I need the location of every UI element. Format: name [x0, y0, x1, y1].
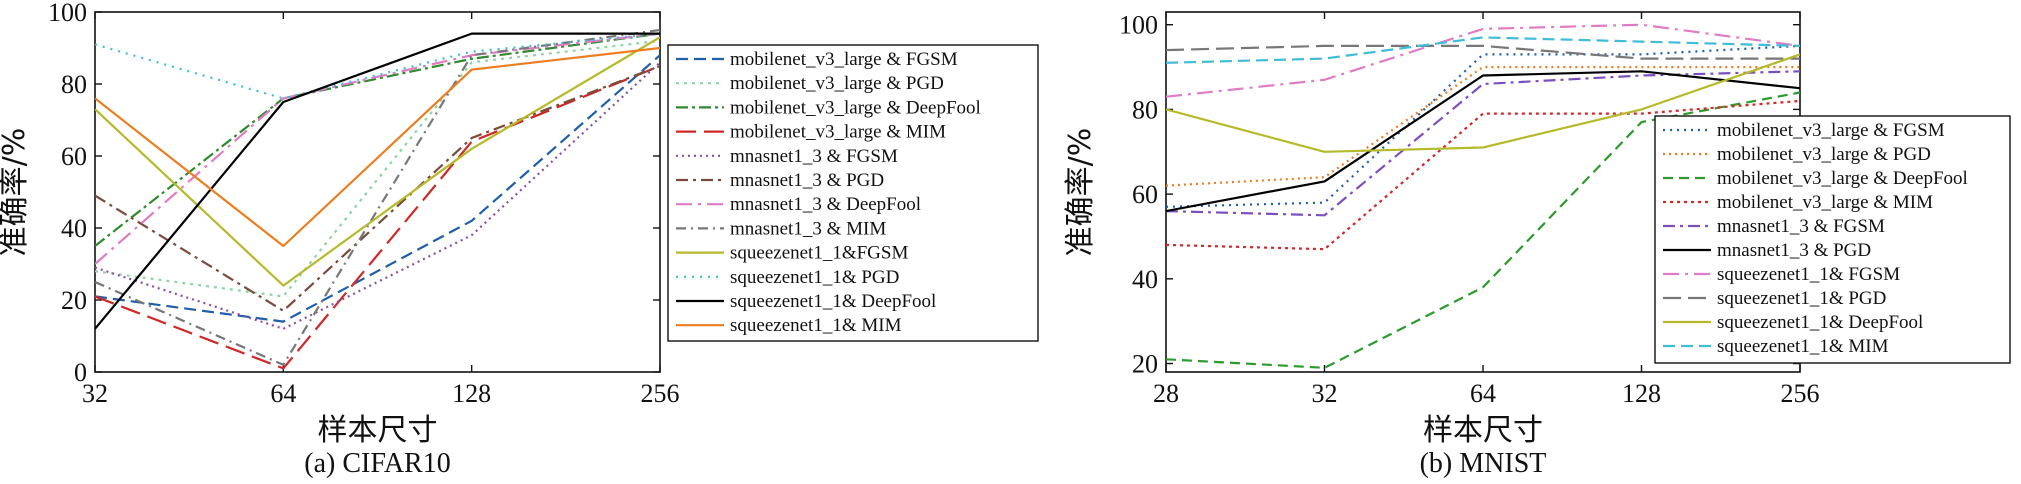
series-line-2 — [95, 39, 660, 298]
y-tick-label: 40 — [1132, 265, 1158, 294]
series-line-5 — [1166, 70, 1800, 217]
legend-entry: mobilenet_v3_large & PGD — [730, 73, 944, 94]
legend-entry: mobilenet_v3_large & FGSM — [1717, 120, 1945, 141]
y-tick-label: 60 — [1132, 180, 1158, 209]
y-tick-label: 40 — [61, 214, 87, 243]
y-tick-label: 80 — [61, 70, 87, 99]
legend: mobilenet_v3_large & FGSM mobilenet_v3_la… — [1654, 115, 2011, 364]
legend-entry: mobilenet_v3_large & FGSM — [730, 49, 958, 70]
series-line-8 — [95, 28, 660, 366]
legend-entry: squeezenet1_1& DeepFool — [1717, 312, 1923, 333]
series-line-1 — [1166, 44, 1800, 208]
series-line-4 — [1166, 99, 1800, 251]
series-line-8 — [1166, 44, 1800, 60]
series-line-4 — [95, 64, 660, 370]
y-tick-label: 20 — [61, 286, 87, 315]
series-line-3 — [1166, 91, 1800, 369]
series-line-11 — [95, 32, 660, 330]
x-tick-label: 64 — [1470, 379, 1496, 408]
series-line-3 — [95, 32, 660, 247]
series-line-10 — [1166, 36, 1800, 64]
x-tick-label: 128 — [1622, 379, 1661, 408]
legend: mobilenet_v3_large & FGSM mobilenet_v3_la… — [667, 44, 1039, 342]
series-line-7 — [1166, 23, 1800, 98]
x-tick-label: 256 — [641, 379, 680, 408]
legend-entry: mobilenet_v3_large & DeepFool — [730, 97, 981, 118]
series-line-1 — [95, 54, 660, 323]
legend-box — [667, 44, 1039, 342]
x-tick-label: 64 — [270, 379, 296, 408]
legend-entry: mobilenet_v3_large & PGD — [1717, 144, 1931, 165]
series-line-5 — [95, 61, 660, 330]
legend-entry: squeezenet1_1& MIM — [730, 315, 902, 336]
legend-entry: mnasnet1_3 & PGD — [730, 170, 884, 191]
y-axis-label: 准确率/% — [1063, 128, 1098, 257]
legend-entry: squeezenet1_1& PGD — [730, 267, 899, 288]
legend-entry: squeezenet1_1& MIM — [1717, 336, 1889, 357]
chart-caption: (b) MNIST — [1420, 448, 1547, 479]
y-axis-label: 准确率/% — [0, 128, 32, 257]
x-tick-label: 28 — [1153, 379, 1179, 408]
series-line-10 — [95, 32, 660, 100]
legend-entry: squeezenet1_1& FGSM — [1717, 264, 1900, 285]
legend-box — [1654, 115, 2011, 364]
chart-caption: (a) CIFAR10 — [304, 448, 450, 479]
y-tick-label: 20 — [1132, 350, 1158, 379]
y-tick-label: 60 — [61, 142, 87, 171]
y-tick-label: 100 — [1119, 11, 1158, 40]
plot-frame — [94, 11, 661, 373]
legend-entry: mnasnet1_3 & FGSM — [1717, 216, 1885, 237]
series-line-12 — [95, 46, 660, 248]
legend-entry: squeezenet1_1&FGSM — [730, 243, 908, 264]
series-line-9 — [1166, 53, 1800, 153]
x-tick-label: 128 — [452, 379, 491, 408]
x-axis-label: 样本尺寸 — [1423, 413, 1543, 448]
legend-entry: squeezenet1_1& DeepFool — [730, 291, 936, 312]
x-tick-label: 32 — [82, 379, 108, 408]
chart-1: 0 20 40 60 80 100 32 64 128 256 样本尺寸 准确率/% (a) CIFAR… — [0, 0, 1039, 479]
legend-entry: mnasnet1_3 & FGSM — [730, 146, 898, 167]
x-axis-label: 样本尺寸 — [318, 413, 438, 448]
legend-entry: squeezenet1_1& PGD — [1717, 288, 1886, 309]
legend-entry: mnasnet1_3 & PGD — [1717, 240, 1871, 261]
legend-entry: mobilenet_v3_large & MIM — [730, 122, 946, 143]
x-tick-label: 256 — [1781, 379, 1820, 408]
legend-entry: mnasnet1_3 & MIM — [730, 218, 886, 239]
x-tick-label: 32 — [1312, 379, 1338, 408]
legend-entry: mobilenet_v3_large & DeepFool — [1717, 168, 1968, 189]
y-tick-label: 0 — [74, 358, 87, 387]
series-line-6 — [95, 64, 660, 312]
y-tick-label: 80 — [1132, 95, 1158, 124]
chart-2: 20 40 60 80 100 28 32 64 128 256 样本尺寸 准确率/% (b) MNIS… — [1063, 11, 2011, 479]
legend-entry: mnasnet1_3 & DeepFool — [730, 194, 921, 215]
series-line-6 — [1166, 70, 1800, 213]
series-line-7 — [95, 32, 660, 265]
y-tick-label: 100 — [48, 0, 87, 27]
legend-entry: mobilenet_v3_large & MIM — [1717, 192, 1933, 213]
series-line-9 — [95, 36, 660, 287]
